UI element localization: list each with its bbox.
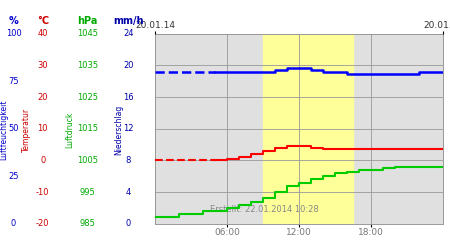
Text: 0: 0 bbox=[11, 219, 16, 228]
Text: 16: 16 bbox=[123, 92, 134, 102]
Text: °C: °C bbox=[37, 16, 49, 26]
Text: 30: 30 bbox=[37, 61, 48, 70]
Text: %: % bbox=[9, 16, 18, 26]
Text: 75: 75 bbox=[8, 77, 19, 86]
Text: Temperatur: Temperatur bbox=[22, 108, 31, 152]
Text: 100: 100 bbox=[5, 29, 22, 38]
Text: 1015: 1015 bbox=[77, 124, 98, 133]
Text: 25: 25 bbox=[8, 172, 19, 181]
Text: 1045: 1045 bbox=[77, 29, 98, 38]
Text: Niederschlag: Niederschlag bbox=[115, 105, 124, 155]
Text: 20: 20 bbox=[123, 61, 134, 70]
Text: mm/h: mm/h bbox=[113, 16, 144, 26]
Text: 8: 8 bbox=[126, 156, 131, 165]
Text: 10: 10 bbox=[37, 124, 48, 133]
Text: 1025: 1025 bbox=[77, 92, 98, 102]
Text: 40: 40 bbox=[37, 29, 48, 38]
Text: 24: 24 bbox=[123, 29, 134, 38]
Text: 4: 4 bbox=[126, 188, 131, 196]
Bar bbox=[263, 34, 353, 224]
Text: -20: -20 bbox=[36, 219, 50, 228]
Text: Luftdruck: Luftdruck bbox=[65, 112, 74, 148]
Text: Luftfeuchtigkeit: Luftfeuchtigkeit bbox=[0, 100, 8, 160]
Text: 1035: 1035 bbox=[77, 61, 98, 70]
Text: 0: 0 bbox=[40, 156, 45, 165]
Text: 0: 0 bbox=[126, 219, 131, 228]
Text: -10: -10 bbox=[36, 188, 50, 196]
Text: 1005: 1005 bbox=[77, 156, 98, 165]
Text: 50: 50 bbox=[8, 124, 19, 133]
Text: 995: 995 bbox=[80, 188, 95, 196]
Text: 985: 985 bbox=[80, 219, 96, 228]
Text: 20: 20 bbox=[37, 92, 48, 102]
Text: 12: 12 bbox=[123, 124, 134, 133]
Text: Erstellt: 22.01.2014 10:28: Erstellt: 22.01.2014 10:28 bbox=[210, 205, 319, 214]
Text: hPa: hPa bbox=[77, 16, 98, 26]
